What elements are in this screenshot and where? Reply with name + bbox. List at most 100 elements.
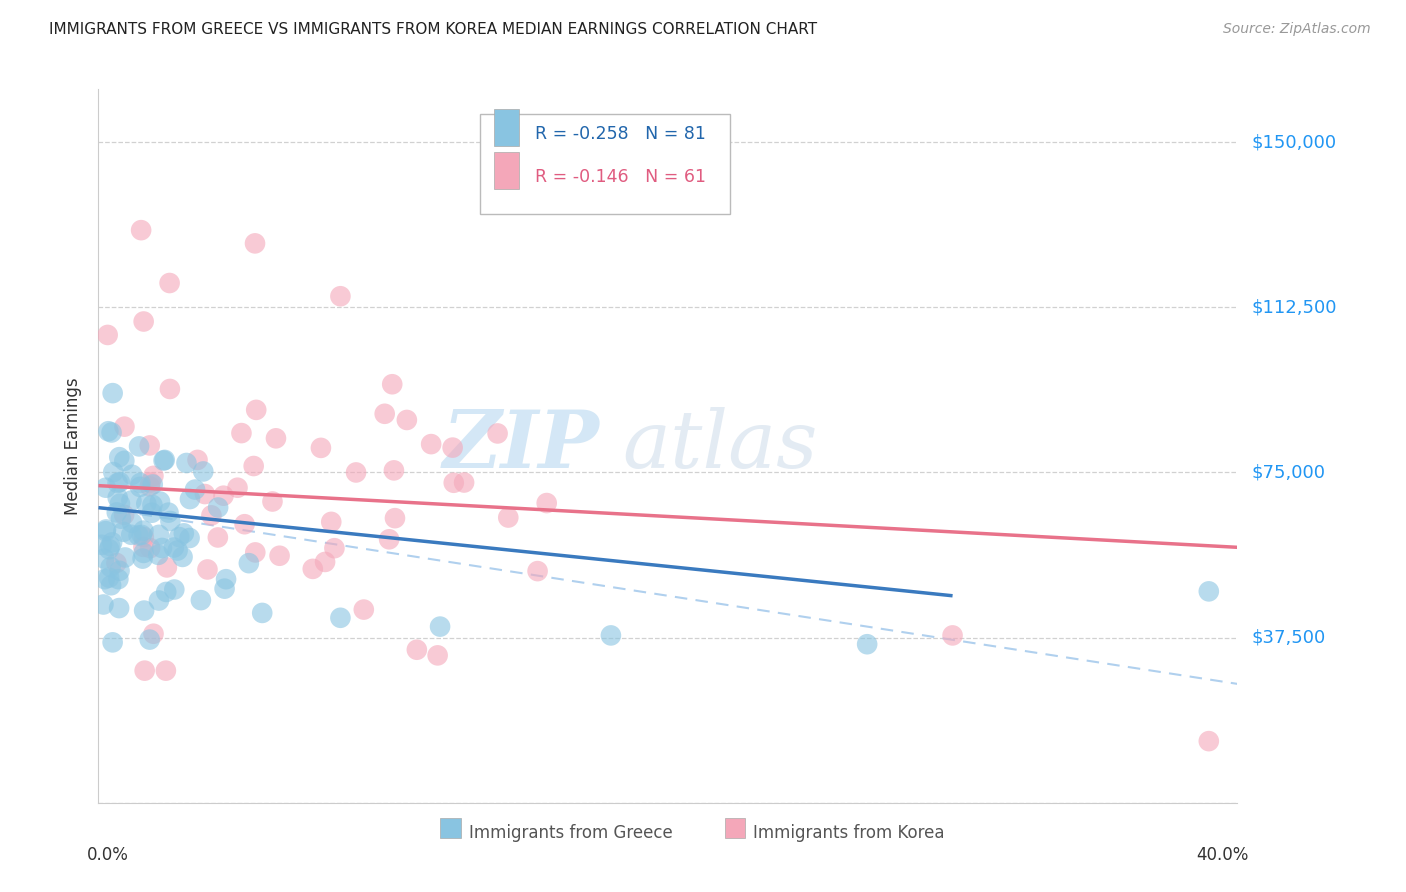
Point: [108, 497, 131, 511]
Text: 40.0%: 40.0%: [1197, 846, 1249, 863]
Point: [108, 564, 131, 578]
Point: [100, 425, 122, 440]
Bar: [494, 152, 519, 189]
Point: [200, 508, 222, 523]
Point: [190, 593, 212, 607]
Text: $112,500: $112,500: [1251, 298, 1337, 317]
Point: [108, 475, 131, 489]
Point: [252, 606, 274, 620]
Point: [536, 496, 558, 510]
Point: [243, 236, 266, 251]
Text: R = -0.258   N = 81: R = -0.258 N = 81: [534, 125, 706, 143]
Text: 0.0%: 0.0%: [87, 846, 129, 863]
Point: [135, 497, 157, 511]
Point: [128, 528, 150, 542]
Point: [233, 517, 256, 532]
Point: [134, 604, 156, 618]
Point: [163, 582, 186, 597]
Bar: [494, 109, 519, 146]
Text: $37,500: $37,500: [1251, 629, 1326, 647]
Point: [942, 628, 965, 642]
Point: [97, 424, 120, 438]
Point: [207, 500, 229, 515]
Point: [120, 493, 142, 508]
Point: [238, 556, 260, 570]
Point: [112, 454, 135, 468]
Point: [128, 439, 150, 453]
Point: [98, 571, 121, 585]
Point: [231, 426, 253, 441]
Point: [112, 524, 135, 539]
Point: [600, 628, 623, 642]
Point: [395, 413, 418, 427]
Point: [443, 475, 465, 490]
Point: [212, 489, 235, 503]
Point: [301, 562, 323, 576]
Point: [134, 664, 156, 678]
Point: [101, 535, 124, 549]
Point: [353, 602, 375, 616]
Point: [142, 468, 165, 483]
Point: [159, 514, 181, 528]
Point: [148, 528, 170, 542]
Point: [121, 516, 143, 530]
Point: [429, 619, 451, 633]
Point: [309, 441, 332, 455]
Point: [245, 545, 267, 559]
Point: [374, 407, 396, 421]
Point: [262, 494, 284, 508]
Point: [112, 508, 135, 522]
Point: [139, 479, 162, 493]
Point: [486, 426, 509, 441]
Point: [226, 481, 249, 495]
Point: [107, 475, 129, 490]
Text: R = -0.146   N = 61: R = -0.146 N = 61: [534, 168, 706, 186]
Point: [173, 526, 195, 541]
Point: [172, 549, 194, 564]
Text: $75,000: $75,000: [1251, 464, 1326, 482]
Point: [100, 578, 122, 592]
Point: [107, 572, 129, 586]
Point: [105, 556, 128, 570]
Point: [108, 450, 131, 465]
Point: [98, 539, 121, 553]
Point: [148, 548, 170, 562]
Point: [131, 551, 153, 566]
Text: ZIP: ZIP: [443, 408, 599, 484]
Point: [141, 498, 163, 512]
Point: [156, 560, 179, 574]
Point: [384, 511, 406, 525]
Point: [186, 453, 208, 467]
Point: [131, 528, 153, 542]
Point: [329, 611, 352, 625]
Point: [108, 601, 131, 615]
Point: [194, 487, 217, 501]
Point: [142, 477, 165, 491]
Point: [159, 276, 181, 290]
Bar: [440, 819, 461, 838]
Point: [110, 511, 132, 525]
Point: [129, 476, 152, 491]
Point: [101, 635, 124, 649]
Point: [132, 540, 155, 554]
Point: [93, 598, 115, 612]
Point: [420, 437, 443, 451]
Point: [321, 515, 343, 529]
Point: [129, 480, 152, 494]
Point: [1198, 734, 1220, 748]
Point: [139, 541, 162, 555]
Point: [103, 465, 125, 479]
Point: [526, 564, 548, 578]
Point: [242, 458, 264, 473]
Bar: [725, 819, 745, 838]
Point: [90, 538, 112, 552]
Point: [93, 551, 115, 566]
Text: Immigrants from Korea: Immigrants from Korea: [754, 824, 945, 842]
Point: [214, 582, 236, 596]
Point: [120, 528, 142, 542]
Point: [197, 562, 219, 576]
Point: [138, 632, 160, 647]
Point: [184, 483, 207, 497]
Point: [426, 648, 449, 663]
Point: [100, 560, 122, 574]
